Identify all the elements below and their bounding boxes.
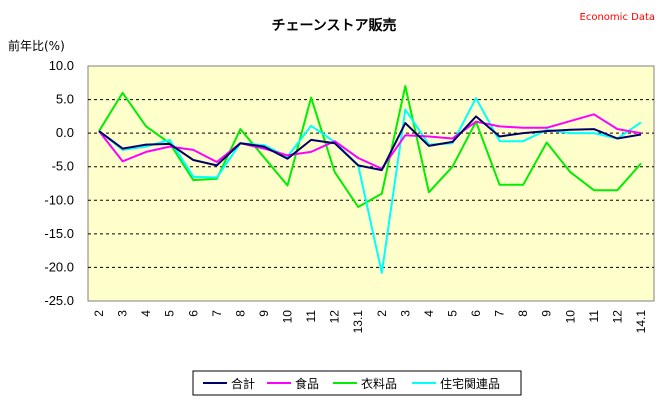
x-tick-label: 10 — [563, 310, 577, 324]
x-tick-label: 5 — [163, 310, 177, 317]
legend-label: 衣料品 — [361, 376, 397, 391]
x-tick-label: 6 — [186, 310, 200, 317]
plot-area — [87, 65, 655, 302]
x-tick-label: 3 — [116, 310, 130, 317]
series-line-0 — [98, 115, 642, 172]
x-tick-label: 11 — [587, 310, 601, 323]
series-line-1 — [98, 113, 642, 170]
y-tick-label: -25.0 — [44, 293, 74, 308]
legend — [192, 370, 522, 396]
x-tick-label: 13.1 — [351, 310, 365, 334]
x-tick-label: 11 — [304, 310, 318, 323]
credit-label: Economic Data — [580, 12, 655, 23]
chart-title: チェーンストア販売 — [271, 17, 396, 34]
x-tick-label: 12 — [610, 310, 624, 324]
y-tick-label: -10.0 — [44, 192, 74, 207]
y-tick-label: 10.0 — [49, 58, 74, 73]
x-tick-label: 8 — [516, 310, 530, 317]
y-axis-label: 前年比(%) — [8, 38, 65, 53]
x-axis-ticks: 2 3 4 5 6 7 8 9 10 11 12 13.1 2 3 4 5 6 7 8 9 10 11 12 14.1 — [92, 310, 648, 334]
x-tick-label: 5 — [445, 310, 459, 317]
x-tick-label: 4 — [139, 310, 153, 317]
x-tick-label: 3 — [398, 310, 412, 317]
series-line-2 — [98, 85, 642, 208]
x-tick-label: 2 — [375, 310, 389, 317]
x-tick-label: 9 — [257, 310, 271, 317]
x-tick-label: 6 — [469, 310, 483, 317]
x-tick-label: 4 — [422, 310, 436, 317]
y-tick-label: -15.0 — [44, 226, 74, 241]
legend-label: 住宅関連品 — [440, 376, 500, 391]
x-tick-label: 7 — [210, 310, 224, 317]
x-tick-label: 10 — [281, 310, 295, 324]
x-tick-label: 2 — [92, 310, 106, 317]
y-tick-label: -20.0 — [44, 259, 74, 274]
x-tick-label: 14.1 — [634, 310, 648, 334]
legend-items: 合計 食品 衣料品 住宅関連品 — [203, 376, 500, 391]
x-tick-label: 12 — [328, 310, 342, 324]
legend-label: 合計 — [231, 376, 255, 391]
legend-label: 食品 — [295, 376, 319, 391]
y-axis-ticks: 10.0 5.0 0.0 -5.0 -10.0 -15.0 -20.0 -25.0 — [44, 58, 74, 308]
x-tick-label: 9 — [540, 310, 554, 317]
y-tick-label: -5.0 — [52, 159, 74, 174]
series-lines — [98, 85, 642, 274]
y-tick-label: 0.0 — [56, 125, 74, 140]
y-tick-label: 5.0 — [56, 92, 74, 107]
x-tick-label: 7 — [493, 310, 507, 317]
x-tick-label: 8 — [233, 310, 247, 317]
